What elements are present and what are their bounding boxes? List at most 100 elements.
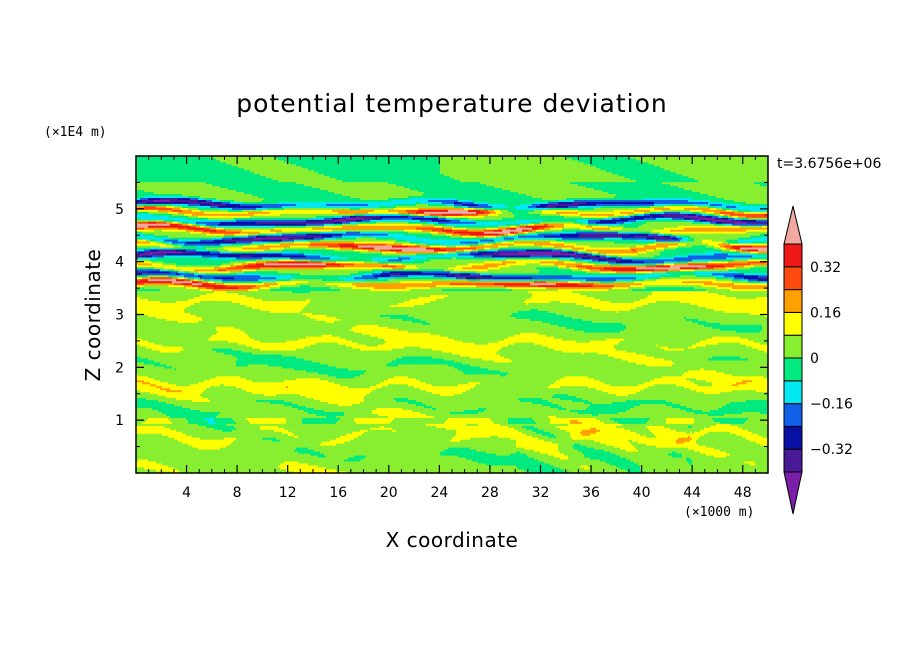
heatmap-cell xyxy=(720,328,763,331)
heatmap-cell xyxy=(554,225,565,228)
heatmap-cell xyxy=(622,237,647,240)
heatmap-cell xyxy=(148,221,157,224)
heatmap-cell xyxy=(432,233,447,236)
heatmap-cell xyxy=(136,195,145,199)
heatmap-cell xyxy=(654,203,671,206)
heatmap-cell xyxy=(610,417,651,420)
heatmap-cell xyxy=(610,255,619,258)
heatmap-cell xyxy=(656,243,679,246)
heatmap-cell xyxy=(506,223,521,226)
heatmap-cell xyxy=(384,379,421,383)
heatmap-cell xyxy=(220,199,235,202)
heatmap-cell xyxy=(324,237,337,240)
heatmap-cell xyxy=(186,417,205,420)
heatmap-cell xyxy=(168,284,185,288)
heatmap-cell xyxy=(570,409,627,412)
heatmap-cell xyxy=(320,231,347,234)
heatmap-cell xyxy=(498,264,511,268)
heatmap-cell xyxy=(316,342,339,345)
heatmap-cell xyxy=(618,255,655,258)
heatmap-cell xyxy=(722,249,731,252)
heatmap-cell xyxy=(214,286,239,290)
heatmap-cell xyxy=(136,367,175,371)
heatmap-cell xyxy=(202,391,253,395)
heatmap-cell xyxy=(292,405,307,409)
heatmap-cell xyxy=(364,272,373,276)
heatmap-cell xyxy=(362,433,457,436)
heatmap-cell xyxy=(480,239,495,242)
heatmap-cell xyxy=(462,213,479,216)
heatmap-cell xyxy=(750,262,768,266)
heatmap-cell xyxy=(454,274,483,278)
heatmap-cell xyxy=(216,157,279,161)
heatmap-cell xyxy=(174,219,237,222)
heatmap-cell xyxy=(204,389,247,393)
heatmap-cell xyxy=(136,280,173,284)
heatmap-cell xyxy=(136,350,161,353)
heatmap-cell xyxy=(408,195,533,199)
heatmap-cell xyxy=(684,217,691,220)
heatmap-cell xyxy=(136,369,307,373)
heatmap-cell xyxy=(546,205,557,208)
heatmap-cell xyxy=(174,268,181,272)
heatmap-cell xyxy=(176,367,295,371)
heatmap-cell xyxy=(656,239,681,242)
heatmap-cell xyxy=(740,251,751,254)
heatmap-cell xyxy=(174,245,183,248)
heatmap-cell xyxy=(732,286,768,290)
heatmap-cell xyxy=(560,300,611,304)
heatmap-cell xyxy=(174,403,285,407)
heatmap-cell xyxy=(584,352,599,355)
heatmap-cell xyxy=(210,399,257,403)
heatmap-cell xyxy=(758,249,768,252)
heatmap-cell xyxy=(236,437,263,440)
heatmap-cell xyxy=(514,205,529,208)
heatmap-cell xyxy=(638,449,695,452)
heatmap-cell xyxy=(338,419,355,422)
heatmap-cell xyxy=(714,308,768,311)
heatmap-cell xyxy=(648,161,768,165)
heatmap-cell xyxy=(700,429,749,432)
heatmap-cell xyxy=(174,437,201,440)
heatmap-cell xyxy=(168,268,175,272)
heatmap-cell xyxy=(326,282,353,286)
heatmap-cell xyxy=(456,264,473,268)
heatmap-cell xyxy=(310,298,411,302)
heatmap-cell xyxy=(188,421,209,424)
heatmap-cell xyxy=(192,280,199,284)
heatmap-cell xyxy=(720,391,768,395)
heatmap-cell xyxy=(716,221,723,224)
heatmap-cell xyxy=(178,276,185,280)
heatmap-cell xyxy=(522,229,529,232)
x-tick-label: 8 xyxy=(233,485,242,501)
heatmap-cell xyxy=(714,274,725,278)
heatmap-cell xyxy=(734,282,768,286)
heatmap-cell xyxy=(484,243,493,246)
heatmap-cell xyxy=(154,342,239,345)
heatmap-cell xyxy=(508,233,515,236)
heatmap-cell xyxy=(578,203,597,206)
heatmap-cell xyxy=(492,274,573,278)
heatmap-cell xyxy=(288,237,305,240)
heatmap-cell xyxy=(420,411,451,414)
heatmap-cell xyxy=(566,197,643,200)
heatmap-cell xyxy=(320,451,441,454)
heatmap-cell xyxy=(136,469,157,472)
heatmap-cell xyxy=(580,223,589,226)
heatmap-cell xyxy=(530,296,595,300)
heatmap-cell xyxy=(366,344,379,347)
heatmap-cell xyxy=(218,207,233,210)
heatmap-cell xyxy=(204,379,253,383)
heatmap-cell xyxy=(576,231,619,234)
heatmap-cell xyxy=(338,284,357,288)
heatmap-cell xyxy=(572,268,583,272)
heatmap-cell xyxy=(168,465,279,468)
heatmap-cell xyxy=(224,352,253,355)
heatmap-cell xyxy=(446,249,457,252)
heatmap-cell xyxy=(562,249,569,252)
heatmap-cell xyxy=(378,261,425,264)
heatmap-cell xyxy=(730,243,768,246)
heatmap-cell xyxy=(232,417,247,420)
heatmap-cell xyxy=(334,223,343,226)
heatmap-cell xyxy=(216,225,275,228)
